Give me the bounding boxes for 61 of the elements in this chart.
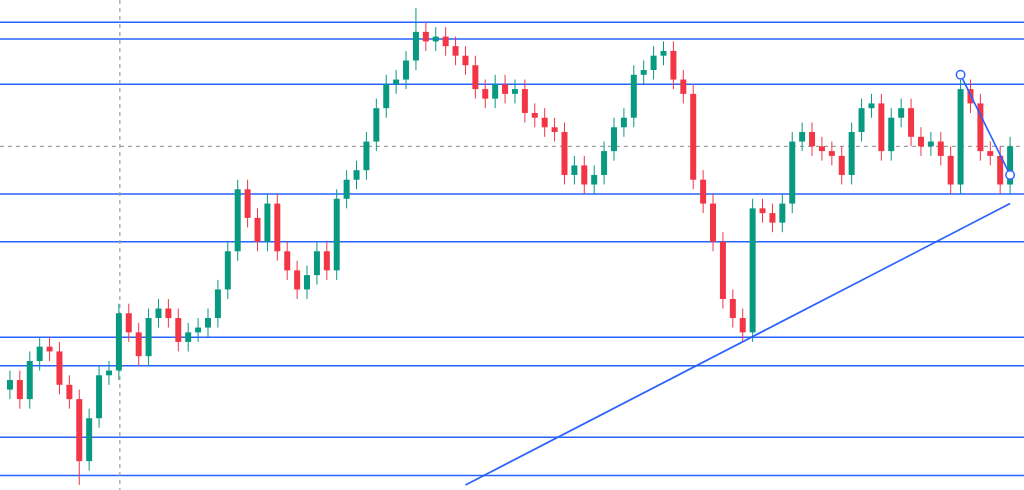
candlestick <box>838 145 845 185</box>
candlestick <box>165 298 172 329</box>
candlestick <box>284 241 291 281</box>
candlestick <box>502 74 509 104</box>
candlestick <box>442 26 449 57</box>
candlestick <box>551 117 558 143</box>
candlestick <box>521 79 528 123</box>
candlestick <box>511 79 518 104</box>
candlestick <box>531 102 538 128</box>
candlestick <box>818 136 825 162</box>
candlestick <box>205 308 211 338</box>
candlestick <box>937 131 944 166</box>
candlestick <box>868 93 875 119</box>
candlestick <box>640 59 647 85</box>
candlestick <box>917 126 924 157</box>
candlestick <box>799 121 806 152</box>
candlestick <box>898 98 905 128</box>
candlestick <box>581 155 588 195</box>
candlestick <box>66 374 73 410</box>
candlestick <box>650 45 657 81</box>
candlestick <box>700 169 707 214</box>
candlestick <box>383 74 390 119</box>
candlestick <box>185 322 192 352</box>
candlestick <box>779 193 786 233</box>
candlestick <box>660 40 667 66</box>
candlestick <box>323 241 330 281</box>
candlestick <box>353 160 360 190</box>
candlestick <box>809 121 816 157</box>
candlestick <box>769 203 776 233</box>
candlestick <box>610 117 617 162</box>
candlestick <box>16 370 23 410</box>
candlestick <box>828 141 835 166</box>
candlestick <box>620 107 627 138</box>
candlestick <box>422 21 429 52</box>
candlestick <box>6 370 13 400</box>
candlestick <box>571 155 578 185</box>
candlestick <box>313 241 320 286</box>
candlestick <box>729 288 736 329</box>
candlestick <box>294 260 301 300</box>
candlestick <box>482 79 489 109</box>
candlestick <box>254 207 261 252</box>
candlestick <box>541 107 548 138</box>
candlestick <box>739 308 746 343</box>
candlestick <box>304 265 311 300</box>
candlestick <box>492 74 499 109</box>
candlestick <box>125 303 132 343</box>
candlestick <box>680 69 687 104</box>
candlestick <box>462 45 469 76</box>
candlestick <box>987 141 994 166</box>
candlestick <box>343 169 350 209</box>
candlestick <box>472 55 479 100</box>
candlestick <box>403 50 410 90</box>
candlestick <box>759 198 766 224</box>
candlestick <box>155 298 162 329</box>
candlestick <box>175 308 182 352</box>
candlestick <box>591 164 598 195</box>
candlestick <box>135 322 142 367</box>
candlestick <box>452 36 459 66</box>
candlestick <box>36 336 43 372</box>
candlestick <box>858 98 865 143</box>
candlestick <box>601 141 608 185</box>
